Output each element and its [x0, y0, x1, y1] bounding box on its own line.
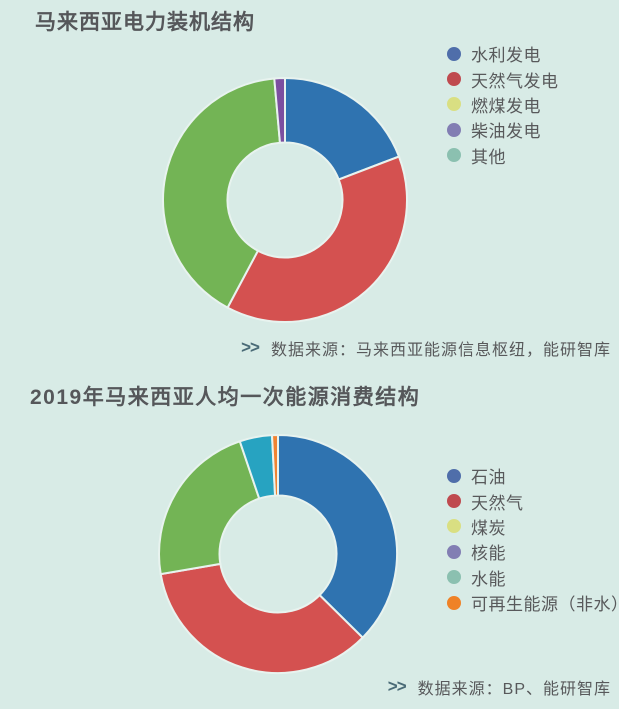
legend-label: 天然气: [471, 493, 524, 513]
legend-swatch-circle-icon: [447, 595, 461, 610]
legend-swatch-circle-icon: [447, 544, 461, 559]
legend-item: 柴油发电: [447, 117, 559, 142]
legend-label: 水利发电: [471, 46, 541, 66]
legend-item: 燃煤发电: [447, 92, 559, 117]
legend-item: 水利发电: [447, 41, 559, 66]
legend-item: 石油: [447, 463, 619, 488]
legend-label: 天然气发电: [471, 71, 559, 91]
legend-swatch-circle-icon: [447, 46, 461, 61]
legend: 水利发电天然气发电燃煤发电柴油发电其他: [447, 41, 559, 168]
donut-slice-天然气发电: [226, 155, 409, 323]
legend-swatch-circle-icon: [447, 468, 461, 483]
legend-label: 石油: [471, 468, 506, 488]
donut-slice-石油: [277, 433, 398, 640]
donut-slice-柴油发电: [273, 76, 286, 144]
legend-label: 煤炭: [471, 518, 506, 538]
legend-swatch-circle-icon: [447, 494, 461, 509]
donut-slice-燃煤发电: [162, 77, 282, 309]
legend-item: 煤炭: [447, 514, 619, 539]
chart-title: 马来西亚电力装机结构: [35, 11, 255, 34]
legend-item: 核能: [447, 539, 619, 564]
legend-swatch-circle-icon: [447, 148, 461, 163]
donut-chart: [162, 76, 409, 323]
source-text: 数据来源：BP、能研智库: [417, 681, 611, 698]
legend-label: 核能: [471, 544, 506, 564]
legend-label: 其他: [471, 147, 506, 167]
legend-swatch-circle-icon: [447, 519, 461, 534]
donut-slice-煤炭: [158, 440, 261, 576]
donut-slice-水利发电: [284, 76, 401, 181]
donut-slice-可再生能源（非水）: [270, 433, 279, 497]
legend-item: 水能: [447, 565, 619, 590]
legend-label: 柴油发电: [471, 122, 541, 142]
legend-label: 可再生能源（非水）: [471, 595, 619, 615]
legend-swatch-circle-icon: [447, 72, 461, 87]
legend-swatch-circle-icon: [447, 97, 461, 112]
legend-item: 天然气: [447, 488, 619, 513]
chevrons-icon: >>: [241, 337, 260, 358]
legend-swatch-circle-icon: [447, 122, 461, 137]
donut-slice-天然气: [159, 562, 365, 674]
source-line: >> 数据来源：BP、能研智库: [388, 675, 611, 699]
legend-item: 天然气发电: [447, 66, 559, 91]
legend-swatch-circle-icon: [447, 570, 461, 585]
source-line: >> 数据来源：马来西亚能源信息枢纽，能研智库: [241, 336, 611, 360]
chart-title: 2019年马来西亚人均一次能源消费结构: [30, 386, 421, 409]
legend-item: 可再生能源（非水）: [447, 590, 619, 615]
legend-item: 其他: [447, 143, 559, 168]
legend-label: 燃煤发电: [471, 96, 541, 116]
legend: 石油天然气煤炭核能水能可再生能源（非水）: [447, 463, 619, 615]
source-text: 数据来源：马来西亚能源信息枢纽，能研智库: [270, 342, 611, 359]
donut-chart: [158, 433, 398, 674]
chevrons-icon: >>: [387, 676, 407, 697]
legend-label: 水能: [471, 569, 506, 589]
